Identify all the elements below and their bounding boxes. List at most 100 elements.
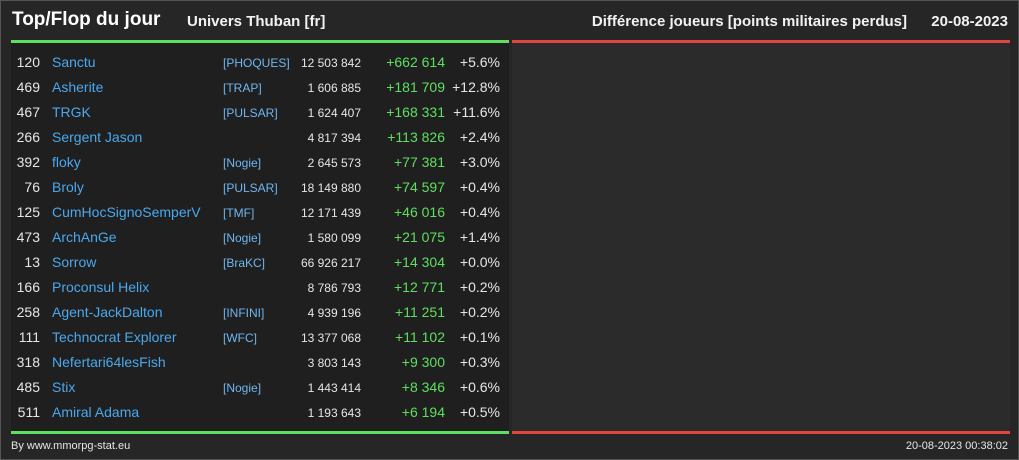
player-rank: 392 [16,154,40,170]
player-row: 467 TRGK [PULSAR] 1 624 407 +168 331 +11.6% [11,101,509,126]
points-difference: +11 251 [395,304,445,320]
player-name-link[interactable]: Amiral Adama [52,404,140,420]
player-row: 13 Sorrow [BraKC] 66 926 217 +14 304 +0.0% [11,251,509,276]
player-rank: 120 [16,54,40,70]
points-difference: +21 075 [394,229,445,245]
player-name-link[interactable]: Broly [52,179,84,195]
player-rank: 469 [16,79,40,95]
player-name-link[interactable]: Nefertari64lesFish [52,354,166,370]
footer-timestamp: 20-08-2023 00:38:02 [905,440,1008,452]
alliance-tag-link[interactable]: [Nogie] [223,231,262,245]
points-difference: +14 304 [394,254,445,270]
points-difference: +77 381 [394,154,445,170]
player-points: 12 171 439 [300,206,361,220]
player-row: 318 Nefertari64lesFish 3 803 143 +9 300 +0.3… [11,351,509,376]
points-difference: +168 331 [386,104,445,120]
player-rank: 318 [16,354,40,370]
player-row: 392 floky [Nogie] 2 645 573 +77 381 +3.0% [11,151,509,176]
percent-change: +0.1% [459,329,500,345]
player-name-link[interactable]: Asherite [52,79,104,95]
flop-panel-accent-bottom [512,431,1010,434]
percent-change: +0.2% [459,304,500,320]
player-rank: 473 [16,229,40,245]
points-difference: +11 102 [395,329,445,345]
player-row: 111 Technocrat Explorer [WFC] 13 377 068 +11… [11,326,509,351]
player-points: 4 817 394 [307,131,361,145]
points-difference: +46 016 [394,204,445,220]
alliance-tag-link[interactable]: [PHOQUES] [223,56,290,70]
player-row: 511 Amiral Adama 1 193 643 +6 194 +0.5% [11,401,509,426]
player-row: 125 CumHocSignoSemperV [TMF] 12 171 439 +46 … [11,201,509,226]
player-row: 469 Asherite [TRAP] 1 606 885 +181 709 +12.8% [11,76,509,101]
points-difference: +8 346 [401,379,445,395]
player-row: 473 ArchAnGe [Nogie] 1 580 099 +21 075 +1.4% [11,226,509,251]
alliance-tag-link[interactable]: [TRAP] [223,81,262,95]
percent-change: +0.5% [459,404,500,420]
alliance-tag-link[interactable]: [PULSAR] [223,106,278,120]
percent-change: +11.6% [453,104,500,120]
alliance-tag-link[interactable]: [Nogie] [223,381,262,395]
player-name-link[interactable]: Sergent Jason [52,129,143,145]
player-row: 120 Sanctu [PHOQUES] 12 503 842 +662 614 +5.6… [11,51,509,76]
points-difference: +662 614 [386,54,445,70]
player-row: 76 Broly [PULSAR] 18 149 880 +74 597 +0.4% [11,176,509,201]
flop-panel-accent-top [512,40,1010,43]
alliance-tag-link[interactable]: [Nogie] [223,156,262,170]
percent-change: +0.0% [459,254,500,270]
player-points: 4 939 196 [307,306,361,320]
alliance-tag-link[interactable]: [BraKC] [223,256,266,270]
player-row: 266 Sergent Jason 4 817 394 +113 826 +2.4% [11,126,509,151]
player-name-link[interactable]: floky [52,154,81,170]
player-row: 485 Stix [Nogie] 1 443 414 +8 346 +0.6% [11,376,509,401]
percent-change: +0.2% [459,279,500,295]
player-rank: 511 [17,404,40,420]
flop-panel [512,43,1010,431]
player-points: 1 580 099 [307,231,361,245]
top-panel-accent-bottom [11,431,509,434]
player-rank: 258 [16,304,40,320]
player-name-link[interactable]: CumHocSignoSemperV [52,204,201,220]
player-points: 13 377 068 [300,331,361,345]
player-name-link[interactable]: Proconsul Helix [52,279,150,295]
player-rank: 13 [24,254,40,270]
header: Top/Flop du jour Univers Thuban [fr] Dif… [1,1,1018,41]
player-rank: 166 [16,279,40,295]
player-name-link[interactable]: Stix [52,379,76,395]
player-rank: 111 [18,329,40,345]
player-points: 18 149 880 [300,181,361,195]
player-name-link[interactable]: TRGK [52,104,91,120]
widget-title: Top/Flop du jour [12,9,161,30]
points-difference: +9 300 [401,354,445,370]
player-name-link[interactable]: Sorrow [52,254,97,270]
player-points: 1 624 407 [307,106,361,120]
player-row: 166 Proconsul Helix 8 786 793 +12 771 +0.2% [11,276,509,301]
top-panel: 120 Sanctu [PHOQUES] 12 503 842 +662 614 +5.6… [11,43,509,431]
universe-label: Univers Thuban [fr] [187,13,326,30]
player-name-link[interactable]: ArchAnGe [52,229,117,245]
player-points: 66 926 217 [300,256,361,270]
player-rank: 266 [16,129,40,145]
alliance-tag-link[interactable]: [WFC] [223,331,257,345]
player-name-link[interactable]: Sanctu [52,54,96,70]
points-difference: +74 597 [394,179,445,195]
player-name-link[interactable]: Technocrat Explorer [52,329,177,345]
player-points: 2 645 573 [307,156,361,170]
percent-change: +0.4% [459,204,500,220]
player-rank: 467 [16,104,40,120]
player-rank: 76 [24,179,40,195]
credit-link[interactable]: By www.mmorpg-stat.eu [11,440,131,452]
points-difference: +113 826 [387,129,445,145]
top-panel-accent-top [11,40,509,43]
alliance-tag-link[interactable]: [PULSAR] [223,181,278,195]
player-points: 1 193 643 [307,406,361,420]
player-points: 12 503 842 [300,56,361,70]
alliance-tag-link[interactable]: [TMF] [223,206,255,220]
player-points: 1 606 885 [307,81,361,95]
alliance-tag-link[interactable]: [INFINI] [223,306,265,320]
percent-change: +0.3% [459,354,500,370]
player-rank: 485 [16,379,40,395]
player-name-link[interactable]: Agent-JackDalton [52,304,163,320]
player-row: 258 Agent-JackDalton [INFINI] 4 939 196 +11 … [11,301,509,326]
percent-change: +1.4% [459,229,500,245]
